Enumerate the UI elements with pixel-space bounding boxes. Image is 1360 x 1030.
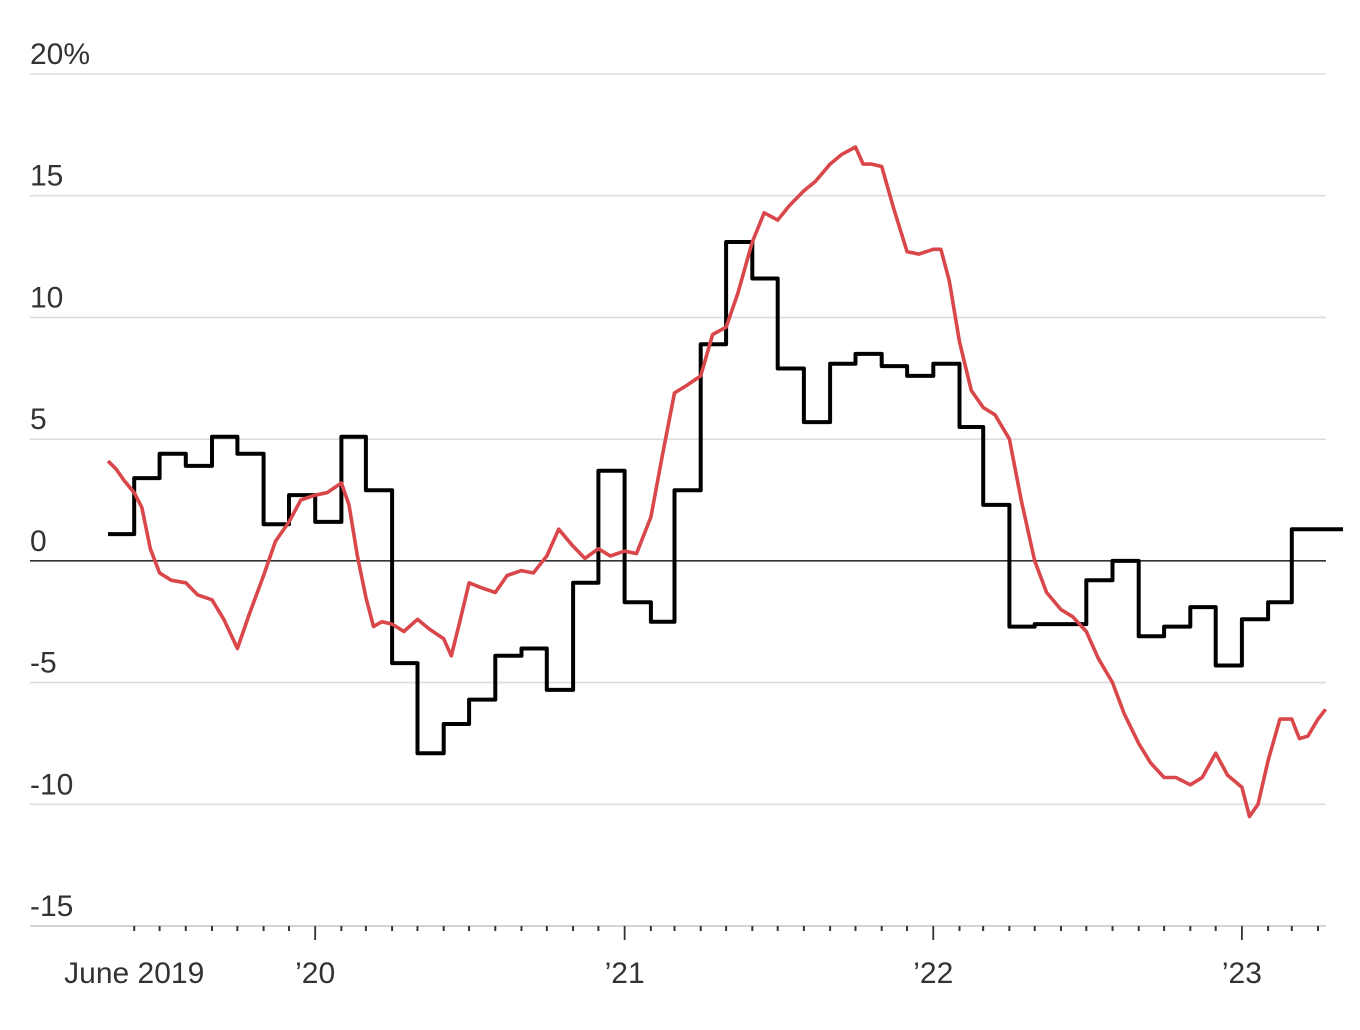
x-tick-label: June 2019 [64,957,204,990]
y-tick-label: 0 [30,525,47,558]
y-tick-label: 20% [30,38,90,71]
y-tick-label: 5 [30,403,47,436]
red-series-line [106,145,1328,819]
gridlines [30,73,1326,927]
x-tick-label: ’22 [913,957,953,990]
series-lines [106,145,1343,819]
black-step-series-line [108,240,1343,756]
x-tick-label: ’23 [1222,957,1262,990]
y-tick-label: -15 [30,890,73,923]
y-tick-label: -5 [30,647,57,680]
y-axis-tick-labels: 20% 15 10 5 0 -5 -10 -15 [30,38,90,923]
x-axis: June 2019 ’20 ’21 ’22 ’23 [30,925,1326,990]
x-tick-label: ’20 [295,957,335,990]
y-tick-label: -10 [30,768,73,801]
y-tick-label: 10 [30,281,63,314]
y-tick-label: 15 [30,160,63,193]
x-tick-label: ’21 [605,957,645,990]
